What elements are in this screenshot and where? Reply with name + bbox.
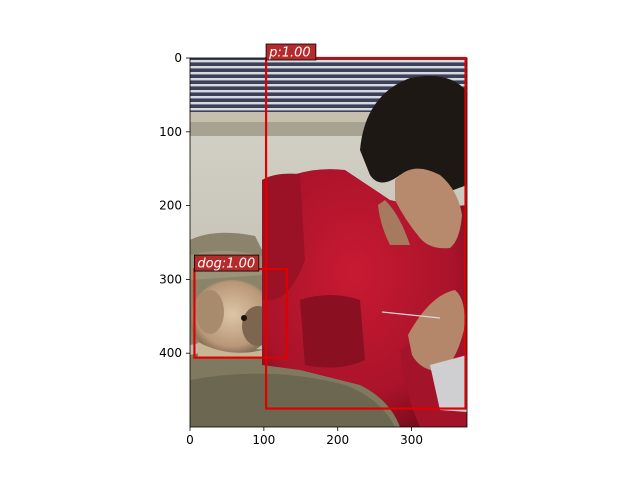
detection-label: p:1.00 xyxy=(268,46,311,61)
y-tick-label: 400 xyxy=(159,346,182,360)
y-tick-label: 200 xyxy=(159,199,182,213)
y-tick-label: 0 xyxy=(174,51,182,65)
y-axis: 0 100 200 300 400 xyxy=(159,51,190,360)
detection-label-bg xyxy=(265,43,317,61)
y-tick-label: 100 xyxy=(159,125,182,139)
x-tick-label: 100 xyxy=(252,433,275,447)
photo xyxy=(190,58,467,427)
person xyxy=(262,75,467,427)
detection-box xyxy=(264,56,467,410)
y-tick-label: 300 xyxy=(159,272,182,286)
hand xyxy=(408,290,465,372)
x-tick-label: 200 xyxy=(326,433,349,447)
detection-label-bg xyxy=(194,254,260,272)
detections: p:1.00 dog:1.00 xyxy=(193,43,467,410)
x-axis: 0 100 200 300 xyxy=(186,427,423,447)
x-tick-label: 0 xyxy=(186,433,194,447)
face xyxy=(395,168,462,249)
detection-label: dog:1.00 xyxy=(197,257,255,272)
hair xyxy=(360,75,467,195)
x-tick-label: 300 xyxy=(400,433,423,447)
